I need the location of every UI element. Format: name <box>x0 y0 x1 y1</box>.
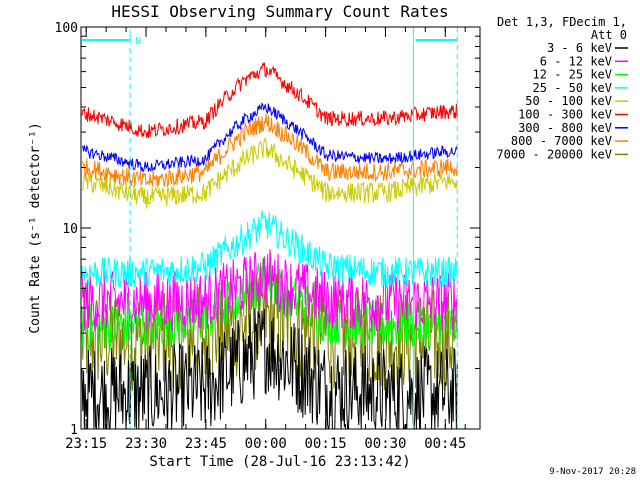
x-tick-label: 00:15 <box>305 436 347 452</box>
x-tick-label: 23:30 <box>125 436 167 452</box>
series-line-5 <box>81 62 458 139</box>
legend-label: 6 - 12 keV <box>540 54 612 68</box>
flag-label: N <box>135 36 141 47</box>
axes-layer: 1 10 100 23:15 23:30 23:45 00:00 00:15 00:30 00:4… <box>55 21 481 452</box>
legend-label: 7000 - 20000 keV <box>496 147 612 161</box>
y-tick-label: 100 <box>55 21 78 36</box>
series-line-7 <box>81 113 458 189</box>
x-tick-label: 23:15 <box>65 436 107 452</box>
detector-header-line-2: Att 0 <box>591 28 627 42</box>
series-line-6 <box>81 102 458 172</box>
y-tick-label: 1 <box>70 423 78 438</box>
marker-layer: N <box>82 27 458 429</box>
y-tick-label: 10 <box>62 222 78 237</box>
timestamp: 9-Nov-2017 20:28 <box>549 467 636 477</box>
series-line-4 <box>81 137 458 210</box>
series-line-8 <box>81 267 458 391</box>
chart-title: HESSI Observing Summary Count Rates <box>111 2 448 21</box>
legend-label: 3 - 6 keV <box>547 41 612 55</box>
x-axis-label: Start Time (28-Jul-16 23:13:42) <box>149 454 410 470</box>
legend-label: 50 - 100 keV <box>525 94 612 108</box>
y-axis-label: Count Rate (s⁻¹ detector⁻¹) <box>28 122 43 333</box>
legend-label: 300 - 800 keV <box>518 121 612 135</box>
legend-label: 12 - 25 keV <box>533 68 612 82</box>
series-line-0 <box>81 308 458 430</box>
series-line-3 <box>81 210 458 289</box>
detector-header-line-1: Det 1,3, FDecim 1, <box>497 15 627 29</box>
x-tick-label: 23:45 <box>185 436 227 452</box>
legend-label: 800 - 7000 keV <box>511 134 612 148</box>
series-layer <box>81 62 458 430</box>
series-line-1 <box>81 249 458 334</box>
x-tick-label: 00:45 <box>424 436 466 452</box>
x-tick-label: 00:00 <box>245 436 287 452</box>
x-tick-label: 00:30 <box>364 436 406 452</box>
legend-label: 25 - 50 keV <box>533 81 612 95</box>
legend-label: 100 - 300 keV <box>518 108 612 122</box>
